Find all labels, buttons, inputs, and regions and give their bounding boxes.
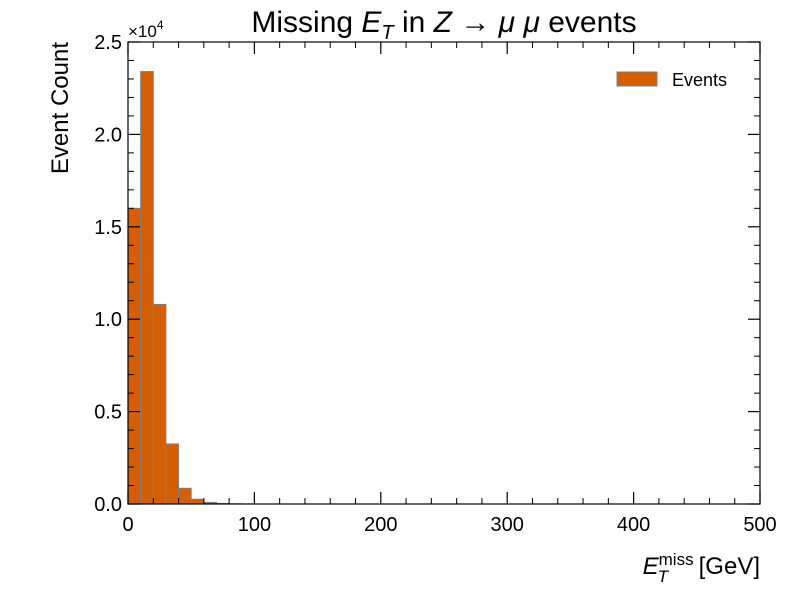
y-tick-label: 0.5 [94,402,122,424]
histogram-bar [165,443,180,505]
x-tick-label: 300 [491,514,524,536]
legend-swatch-events [616,71,658,87]
axis-ticks: 0 100 200 300 400 500 0.0 0.5 1.0 1.5 2.0 2.5 [94,32,777,536]
histogram-bar [152,303,167,505]
chart-title: Missing ET in Z → μ μ events [251,6,636,44]
y-axis-multiplier: ×104 [128,18,164,41]
y-tick-label: 0.0 [94,494,122,516]
x-axis-label: Emiss T [GeV] [643,550,760,586]
y-axis-label: Event Count [47,42,74,174]
y-tick-label: 1.0 [94,309,122,331]
legend: Events [616,70,727,90]
histogram-bar [140,71,154,505]
y-tick-label: 2.0 [94,124,122,146]
x-tick-label: 0 [122,514,133,536]
y-tick-label: 1.5 [94,217,122,239]
x-tick-label: 500 [743,514,776,536]
x-tick-label: 200 [364,514,397,536]
histogram-bar [178,487,192,505]
plot-frame [127,41,761,505]
histogram-bars [127,71,255,505]
x-tick-label: 400 [617,514,650,536]
y-tick-label: 2.5 [94,32,122,54]
histogram-bar [190,498,205,505]
x-tick-label: 100 [238,514,271,536]
legend-label-events: Events [672,70,727,90]
